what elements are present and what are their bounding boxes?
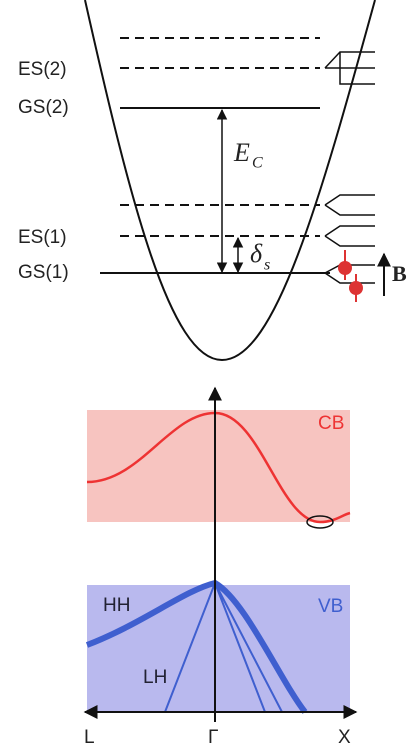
k-label: X <box>338 727 351 748</box>
ec-sub: C <box>252 155 263 172</box>
hh-label: HH <box>103 595 130 616</box>
cb-label: CB <box>318 413 344 434</box>
confinement-potential <box>85 0 375 360</box>
level-label: ES(1) <box>18 227 67 248</box>
delta-sub: s <box>264 257 270 274</box>
levels <box>100 38 330 273</box>
page: ES(2) GS(2) ES(1) GS(1) E C δ s B CB VB … <box>0 0 416 748</box>
level-label: GS(2) <box>18 97 69 118</box>
field-label: B <box>392 261 407 286</box>
level-label: GS(1) <box>18 262 69 283</box>
lh-label: LH <box>143 667 167 688</box>
delta-label: δ <box>250 239 263 268</box>
cb-region <box>87 410 350 522</box>
k-label: Γ <box>208 727 218 748</box>
spins <box>338 250 363 302</box>
ec-label: E <box>233 138 250 167</box>
vb-label: VB <box>318 596 343 617</box>
diagram: ES(2) GS(2) ES(1) GS(1) E C δ s B CB VB … <box>0 0 416 748</box>
level-label: ES(2) <box>18 59 67 80</box>
k-label: L <box>84 727 95 748</box>
